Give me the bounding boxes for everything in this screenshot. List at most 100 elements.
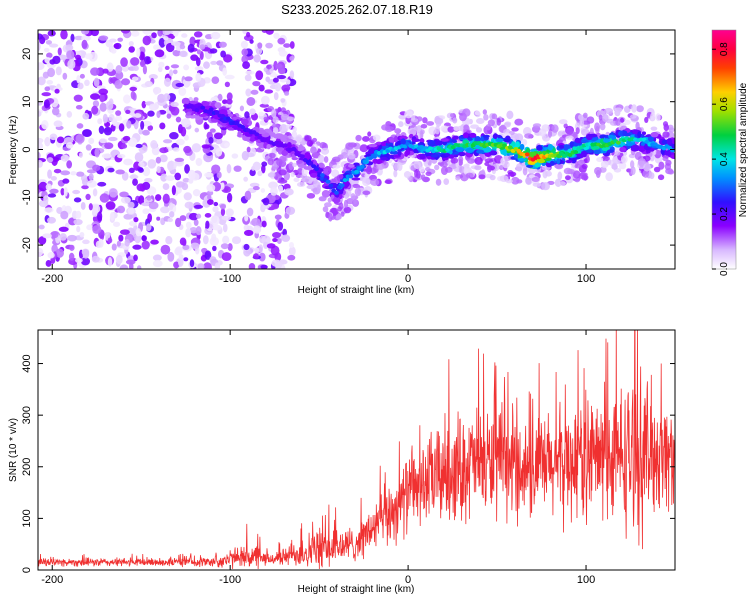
spectrogram-cell	[72, 189, 81, 195]
spectrogram-cell	[164, 65, 170, 71]
spectrogram-cell	[258, 252, 266, 262]
spectrogram-cell	[79, 73, 85, 79]
colorbar-tick-label: 0.6	[719, 97, 730, 111]
spectrogram-cell	[211, 76, 220, 84]
spectrogram-cell	[266, 243, 276, 249]
spectrogram-cell	[353, 198, 358, 205]
spectrogram-cell	[376, 162, 385, 170]
spectrogram-cell	[181, 33, 188, 38]
spectrogram-cell	[201, 144, 211, 149]
spectrogram-cell	[388, 137, 395, 143]
spectrogram-cell	[150, 239, 159, 245]
spectrogram-cell	[50, 231, 59, 239]
spectrogram-cell	[155, 156, 162, 164]
spectrogram-cell	[276, 74, 287, 80]
spectrogram-cell	[123, 213, 133, 220]
spectrogram-cell	[534, 162, 541, 168]
spectrogram-cell	[340, 151, 348, 159]
spectrogram-cell	[115, 169, 125, 175]
spectrogram-cell	[622, 130, 628, 135]
spectrogram-cell	[120, 196, 131, 204]
spectrogram-cell	[261, 220, 267, 228]
spectrogram-cell	[275, 147, 285, 152]
spectrogram-cell	[249, 168, 256, 177]
spectrogram-cell	[174, 247, 183, 256]
spectrogram-cell	[574, 177, 581, 183]
spectrogram-cell	[559, 181, 566, 186]
spectrogram-cell	[189, 100, 199, 105]
spectrogram-cell	[82, 112, 90, 120]
spectrogram-cell	[611, 162, 618, 170]
spectrogram-cell	[121, 171, 129, 181]
spectrogram-cell	[240, 40, 249, 49]
spectrogram-cell	[41, 119, 49, 130]
spectrogram-cell	[136, 47, 141, 58]
spectrogram-cell	[451, 139, 458, 143]
spectrogram-cell	[670, 154, 675, 160]
spectrogram-cell	[420, 129, 425, 135]
spectrogram-cell	[74, 35, 84, 41]
spectrogram-cell	[44, 86, 51, 92]
spectrogram-cell	[213, 132, 223, 140]
spectrogram-cell	[49, 188, 59, 194]
spectrogram-cell	[361, 177, 371, 187]
spectrogram-cell	[280, 137, 287, 143]
spectrogram-cell	[292, 162, 297, 168]
spectrogram-cell	[47, 67, 56, 78]
spectrogram-cell	[204, 172, 214, 178]
spectrogram-cell	[289, 41, 295, 49]
snr-y-ticks: 0 100 200 300 400	[21, 354, 675, 573]
spectrogram-cell	[138, 161, 145, 167]
spectrogram-cell	[123, 94, 131, 104]
spectrogram-cell	[209, 128, 216, 133]
spectrogram-cell	[289, 55, 295, 61]
spectrogram-cell	[434, 164, 440, 171]
spectrogram-cell	[220, 50, 227, 58]
spectrogram-cell	[121, 143, 128, 149]
spectrogram-cell	[551, 124, 559, 133]
spectrogram-cell	[662, 121, 669, 127]
spectrogram-cell	[284, 91, 290, 96]
spectrogram-cell	[426, 121, 435, 126]
spectrogram-cell	[252, 186, 260, 191]
spectrogram-cell	[469, 132, 477, 138]
spectrogram-cell	[420, 123, 428, 129]
spectrogram-cell	[60, 154, 70, 162]
spectrogram-cell	[629, 114, 637, 119]
spectrogram-cell	[602, 113, 609, 123]
spectrogram-cell	[573, 150, 579, 155]
spectrogram-cell	[640, 141, 646, 147]
spectrogram-cell	[227, 243, 233, 252]
spectrogram-cell	[185, 112, 191, 116]
spectrogram-cell	[80, 257, 91, 266]
spectrogram-cell	[418, 166, 425, 173]
spectrogram-cell	[413, 148, 419, 154]
spectrogram-cell	[199, 44, 206, 50]
spectrogram-cell	[38, 62, 45, 71]
spectrogram-cell	[203, 61, 210, 69]
snr-series-line	[38, 330, 675, 569]
spectrogram-cell	[319, 173, 325, 178]
spectrogram-cell	[185, 108, 193, 112]
spectrogram-cell	[56, 136, 65, 144]
spectrogram-cell	[325, 179, 331, 184]
spectrogram-cell	[110, 48, 117, 54]
spectrogram-cell	[91, 255, 100, 263]
spectrogram-cell	[519, 143, 525, 150]
spectrogram-cell	[155, 194, 162, 202]
spectrogram-cell	[343, 199, 349, 209]
spectrogram-cell	[304, 135, 312, 142]
spectrogram-cell	[506, 110, 514, 120]
spectrogram-cell	[370, 147, 375, 154]
spectrogram-cell	[348, 153, 356, 160]
spectrogram-cell	[67, 234, 77, 242]
spectrogram-cell	[323, 156, 329, 163]
spectrogram-cell	[328, 213, 333, 222]
spectrogram-cell	[285, 206, 296, 215]
spectrogram-cell	[462, 132, 469, 139]
spectrogram-cell	[142, 120, 152, 127]
spectrogram-cell	[641, 131, 647, 136]
spectrogram-cell	[455, 146, 465, 153]
spectrogram-cell	[128, 220, 138, 227]
spectrogram-cell	[304, 152, 311, 159]
